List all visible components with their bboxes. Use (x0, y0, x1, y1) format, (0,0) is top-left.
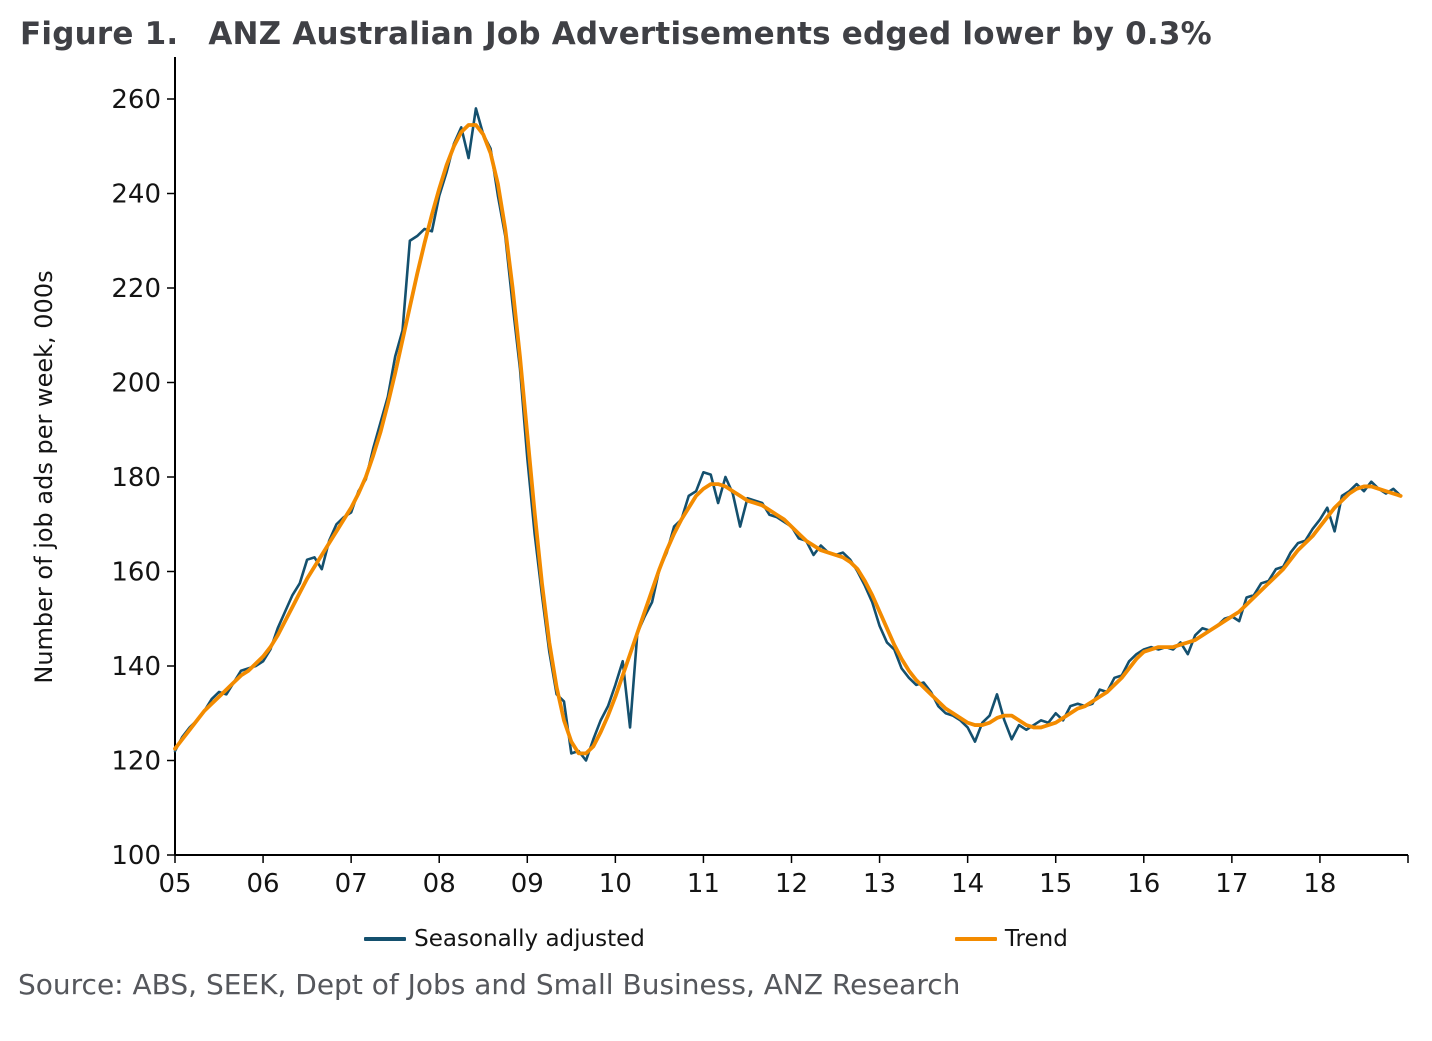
svg-text:17: 17 (1215, 869, 1248, 899)
legend: Seasonally adjusted Trend (0, 926, 1432, 952)
chart-title: Figure 1. ANZ Australian Job Advertiseme… (0, 0, 1432, 52)
seasonally-adjusted-line-swatch (364, 937, 407, 941)
svg-text:09: 09 (511, 869, 544, 899)
svg-text:160: 160 (111, 558, 161, 588)
svg-text:140: 140 (111, 652, 161, 682)
chart-canvas: Number of job ads per week, 000s 100 120 1… (30, 57, 1409, 899)
svg-text:13: 13 (863, 869, 896, 899)
svg-text:06: 06 (247, 869, 280, 899)
svg-text:11: 11 (687, 869, 720, 899)
svg-text:07: 07 (335, 869, 368, 899)
svg-text:260: 260 (111, 85, 161, 115)
svg-text:16: 16 (1127, 869, 1160, 899)
svg-text:100: 100 (111, 841, 161, 871)
legend-label-seasonally-adjusted: Seasonally adjusted (414, 926, 645, 952)
svg-text:08: 08 (423, 869, 456, 899)
svg-text:14: 14 (951, 869, 984, 899)
svg-text:18: 18 (1303, 869, 1336, 899)
y-axis-title: Number of job ads per week, 000s (30, 270, 58, 683)
svg-text:180: 180 (111, 463, 161, 493)
svg-text:200: 200 (111, 369, 161, 399)
legend-item-trend: Trend (954, 926, 1068, 952)
legend-label-trend: Trend (1004, 926, 1068, 952)
trend-line-swatch (954, 937, 997, 941)
figure-label: Figure 1. (20, 16, 179, 52)
svg-text:120: 120 (111, 747, 161, 777)
source-note: Source: ABS, SEEK, Dept of Jobs and Smal… (18, 968, 961, 1001)
svg-text:15: 15 (1039, 869, 1072, 899)
legend-item-seasonally-adjusted: Seasonally adjusted (364, 926, 645, 952)
title-text: ANZ Australian Job Advertisements edged … (208, 16, 1212, 52)
svg-text:240: 240 (111, 180, 161, 210)
svg-text:220: 220 (111, 274, 161, 304)
svg-text:10: 10 (599, 869, 632, 899)
svg-text:05: 05 (158, 869, 191, 899)
svg-text:12: 12 (775, 869, 808, 899)
